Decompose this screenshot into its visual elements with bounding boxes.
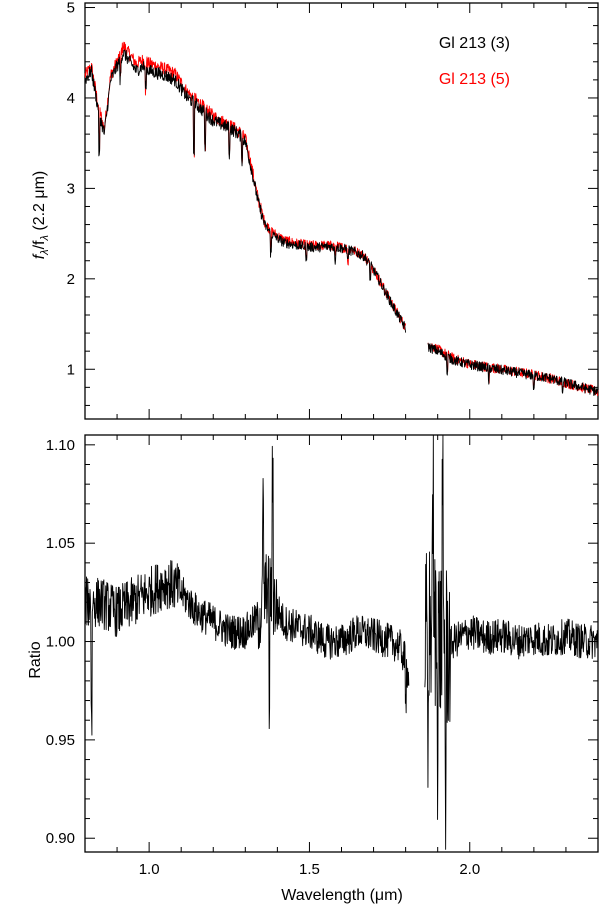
x-tick-label: 1.5	[299, 861, 320, 878]
y-tick-label: 0.95	[46, 732, 75, 749]
y-tick-label: 1	[67, 361, 75, 378]
top-y-axis: 1 2 3 4 5	[67, 0, 598, 406]
top-panel: 1 2 3 4 5 fλ/fλ (2.2 μm) Gl 213 (3) Gl 213 (…	[31, 0, 599, 420]
legend-entry-gl213-3: Gl 213 (3)	[439, 35, 510, 52]
series-line-segment	[427, 342, 599, 396]
series-gl-213-5-	[84, 41, 599, 397]
series-gl-213-3-	[84, 49, 599, 396]
y-tick-label: 4	[67, 90, 75, 107]
x-axis-label: Wavelength (μm)	[281, 887, 403, 904]
top-series-group	[84, 41, 599, 397]
top-x-axis	[84, 3, 599, 419]
x-tick-label: 1.0	[139, 861, 160, 878]
y-tick-label: 5	[67, 0, 75, 17]
y-tick-label: 1.05	[46, 535, 75, 552]
y-tick-label: 1.00	[46, 634, 75, 651]
y-tick-label: 1.10	[46, 437, 75, 454]
y-tick-label: 0.90	[46, 830, 75, 847]
x-tick-label: 2.0	[459, 861, 480, 878]
y-tick-label: 2	[67, 271, 75, 288]
series-line-segment	[84, 49, 407, 333]
legend: Gl 213 (3) Gl 213 (5)	[439, 35, 510, 88]
bottom-panel: 0.90 0.95 1.00 1.05 1.10 1.0 1.5 2.0 Ratio Wav…	[27, 434, 599, 904]
series-line-segment	[84, 445, 410, 736]
series-ratio	[84, 434, 599, 850]
bottom-y-axis-label: Ratio	[27, 641, 44, 678]
series-line-segment	[84, 41, 407, 330]
bottom-y-axis: 0.90 0.95 1.00 1.05 1.10	[46, 437, 598, 847]
bottom-series-group	[84, 434, 599, 850]
bottom-x-axis: 1.0 1.5 2.0	[84, 435, 599, 878]
top-y-axis-label: fλ/fλ (2.2 μm)	[31, 171, 51, 260]
legend-entry-gl213-5: Gl 213 (5)	[439, 71, 510, 88]
y-tick-label: 3	[67, 180, 75, 197]
series-line-segment	[424, 434, 599, 850]
